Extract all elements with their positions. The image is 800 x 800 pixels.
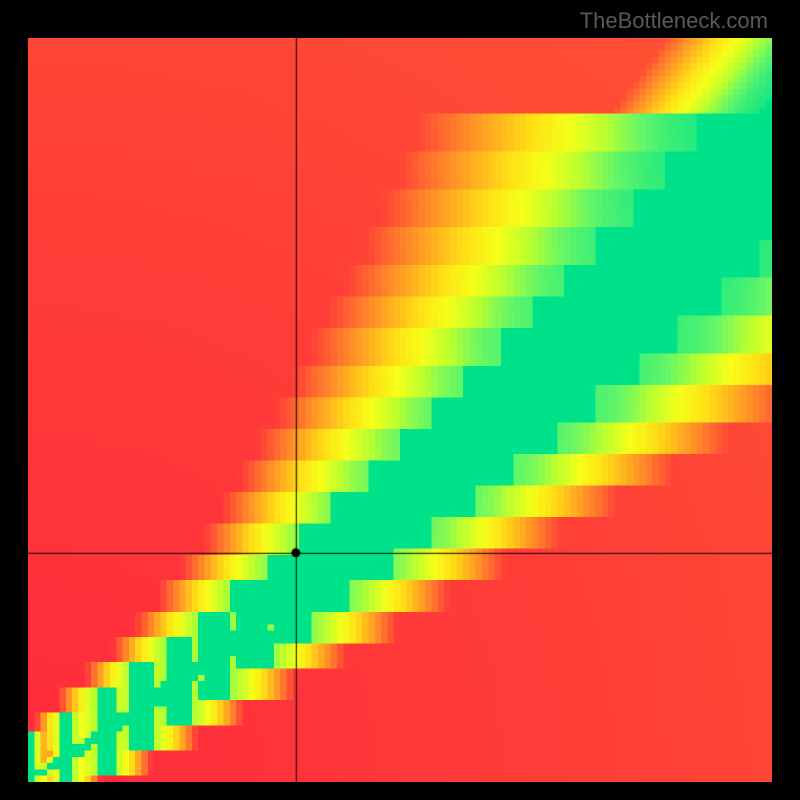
watermark-text: TheBottleneck.com [580,8,768,34]
bottleneck-heatmap [28,38,772,782]
chart-container: { "meta": { "watermark_text": "TheBottle… [0,0,800,800]
